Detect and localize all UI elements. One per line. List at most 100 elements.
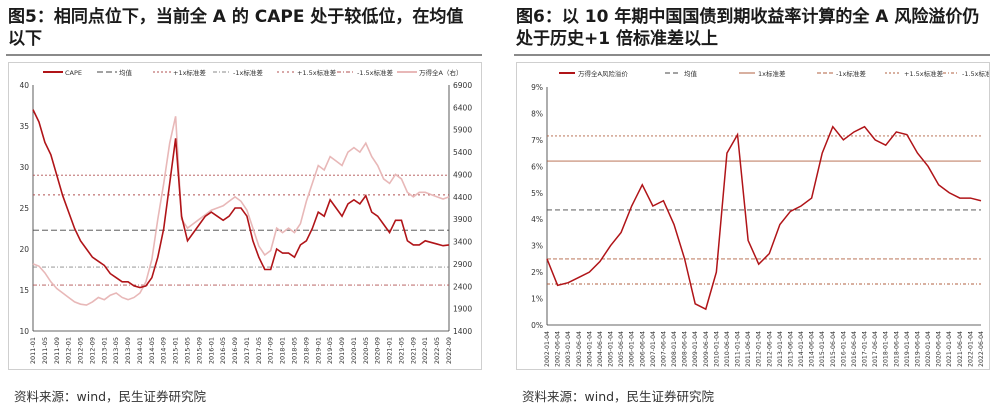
x-tick-label: 2009-06-04	[703, 331, 710, 367]
y-tick-label: 5%	[531, 189, 543, 198]
legend-label: CAPE	[65, 69, 82, 77]
x-tick-label: 2022-09	[445, 337, 453, 364]
x-tick-label: 2007-01-04	[650, 331, 657, 367]
figure-5-source: 资料来源：wind，民生证券研究院	[14, 389, 207, 404]
x-tick-label: 2011-09	[53, 337, 61, 364]
y-tick-label-right: 5900	[453, 126, 472, 135]
x-tick-label: 2021-09	[409, 337, 417, 364]
y-tick-label: 9%	[531, 83, 543, 92]
y-tick-label-left: 35	[19, 122, 29, 131]
legend-label: +1.5x标准差	[904, 69, 944, 78]
legend-label: +1.5x标准差	[297, 68, 337, 77]
legend-label: 均值	[119, 68, 133, 77]
y-tick-label: 3%	[531, 242, 543, 251]
x-tick-label: 2010-06-04	[724, 331, 731, 367]
y-tick-label-right: 5400	[453, 148, 472, 157]
x-tick-label: 2014-01	[136, 337, 144, 364]
x-tick-label: 2018-01	[279, 337, 287, 364]
x-tick-label: 2018-05	[290, 337, 298, 364]
x-tick-label: 2021-06-04	[957, 331, 964, 367]
x-tick-label: 2013-01-04	[777, 331, 784, 367]
x-tick-label: 2004-01-04	[586, 331, 593, 367]
x-tick-label: 2021-01-04	[946, 331, 953, 367]
x-tick-label: 2017-06-04	[872, 331, 879, 367]
x-tick-label: 2019-01	[314, 337, 322, 364]
x-tick-label: 2014-01-04	[798, 331, 805, 367]
y-tick-label-left: 15	[19, 286, 29, 295]
x-tick-label: 2013-06-04	[787, 331, 794, 367]
x-tick-label: 2015-09	[195, 337, 203, 364]
x-tick-label: 2008-06-04	[682, 331, 689, 367]
legend-label: 均值	[684, 69, 698, 78]
x-tick-label: 2011-01	[29, 337, 37, 364]
y-tick-label: 0%	[531, 321, 543, 330]
legend-label: 万得全A（右）	[419, 68, 462, 77]
y-tick-label-right: 3900	[453, 215, 472, 224]
x-tick-label: 2012-06-04	[766, 331, 773, 367]
x-tick-label: 2012-05	[77, 337, 85, 364]
x-tick-label: 2019-06-04	[914, 331, 921, 367]
x-tick-label: 2022-06-04	[978, 331, 985, 367]
x-tick-label: 2015-06-04	[830, 331, 837, 367]
figure-6-panel: 图6：以 10 年期中国国债到期收益率计算的全 A 风险溢价仍处于历史+1 倍标…	[508, 0, 994, 407]
x-tick-label: 2020-01	[350, 337, 358, 364]
legend-label: -1x标准差	[233, 68, 263, 77]
y-tick-label: 2%	[531, 268, 543, 277]
y-tick-label-left: 25	[19, 204, 29, 213]
x-tick-label: 2017-01-04	[862, 331, 869, 367]
x-tick-label: 2022-01-04	[967, 331, 974, 367]
x-tick-label: 2018-06-04	[893, 331, 900, 367]
x-tick-label: 2015-01-04	[819, 331, 826, 367]
x-tick-label: 2011-06-04	[745, 331, 752, 367]
x-tick-label: 2015-01	[172, 337, 180, 364]
figure-6-title: 图6：以 10 年期中国国债到期收益率计算的全 A 风险溢价仍处于历史+1 倍标…	[516, 7, 980, 49]
x-tick-label: 2002-01-04	[544, 331, 551, 367]
y-tick-label-right: 1400	[453, 327, 472, 336]
y-tick-label-right: 6900	[453, 81, 472, 90]
x-tick-label: 2013-09	[124, 337, 132, 364]
x-tick-label: 2021-01	[386, 337, 394, 364]
y-tick-label: 6%	[531, 162, 543, 171]
figure-5-title: 图5：相同点位下，当前全 A 的 CAPE 处于较低位，在均值以下	[8, 7, 464, 49]
x-tick-label: 2017-01	[243, 337, 251, 364]
x-tick-label: 2017-05	[255, 337, 263, 364]
series-line-risk-premium	[546, 125, 982, 311]
x-tick-label: 2011-01-04	[735, 331, 742, 367]
y-tick-label: 4%	[531, 215, 543, 224]
legend-label: +1x标准差	[173, 68, 206, 77]
x-tick-label: 2020-05	[362, 337, 370, 364]
x-tick-label: 2008-01-04	[671, 331, 678, 367]
series-line-cape	[32, 109, 450, 289]
risk-premium-chart: 0% 1% 2% 3% 4% 5% 6% 7% 8% 9% 2002-01-04 2002-06-04…	[531, 69, 994, 367]
x-tick-label: 2014-05	[148, 337, 156, 364]
y-tick-label-left: 30	[19, 163, 29, 172]
x-tick-label: 2016-05	[219, 337, 227, 364]
y-tick-label-left: 20	[19, 245, 29, 254]
y-tick-label-right: 4400	[453, 193, 472, 202]
y-tick-label-left: 40	[19, 81, 29, 90]
x-tick-label: 2018-09	[302, 337, 310, 364]
legend-label: -1.5x标准差	[962, 69, 989, 78]
x-tick-label: 2018-01-04	[883, 331, 890, 367]
x-tick-label: 2002-06-04	[555, 331, 562, 367]
y-tick-label-right: 2900	[453, 260, 472, 269]
cape-chart: 10 15 20 25 30 35 40 1400 1900 2400 2900 3400 3900 44…	[19, 68, 472, 364]
x-tick-label: 2005-06-04	[618, 331, 625, 367]
x-tick-label: 2015-05	[184, 337, 192, 364]
y-tick-label-right: 2400	[453, 282, 472, 291]
x-tick-label: 2009-01-04	[692, 331, 699, 367]
y-tick-label-right: 1900	[453, 305, 472, 314]
x-tick-label: 2005-01-04	[608, 331, 615, 367]
x-tick-label: 2016-01-04	[840, 331, 847, 367]
title-divider	[6, 54, 482, 56]
x-tick-label: 2013-05	[112, 337, 120, 364]
y-tick-label-left: 10	[19, 327, 29, 336]
x-tick-label: 2016-06-04	[851, 331, 858, 367]
legend-label: -1x标准差	[836, 69, 866, 78]
y-tick-label: 7%	[531, 136, 543, 145]
series-line-wind-a	[32, 116, 450, 306]
x-tick-label: 2020-06-04	[936, 331, 943, 367]
title-divider	[514, 54, 990, 56]
x-tick-label: 2013-01	[100, 337, 108, 364]
x-tick-label: 2016-09	[231, 337, 239, 364]
